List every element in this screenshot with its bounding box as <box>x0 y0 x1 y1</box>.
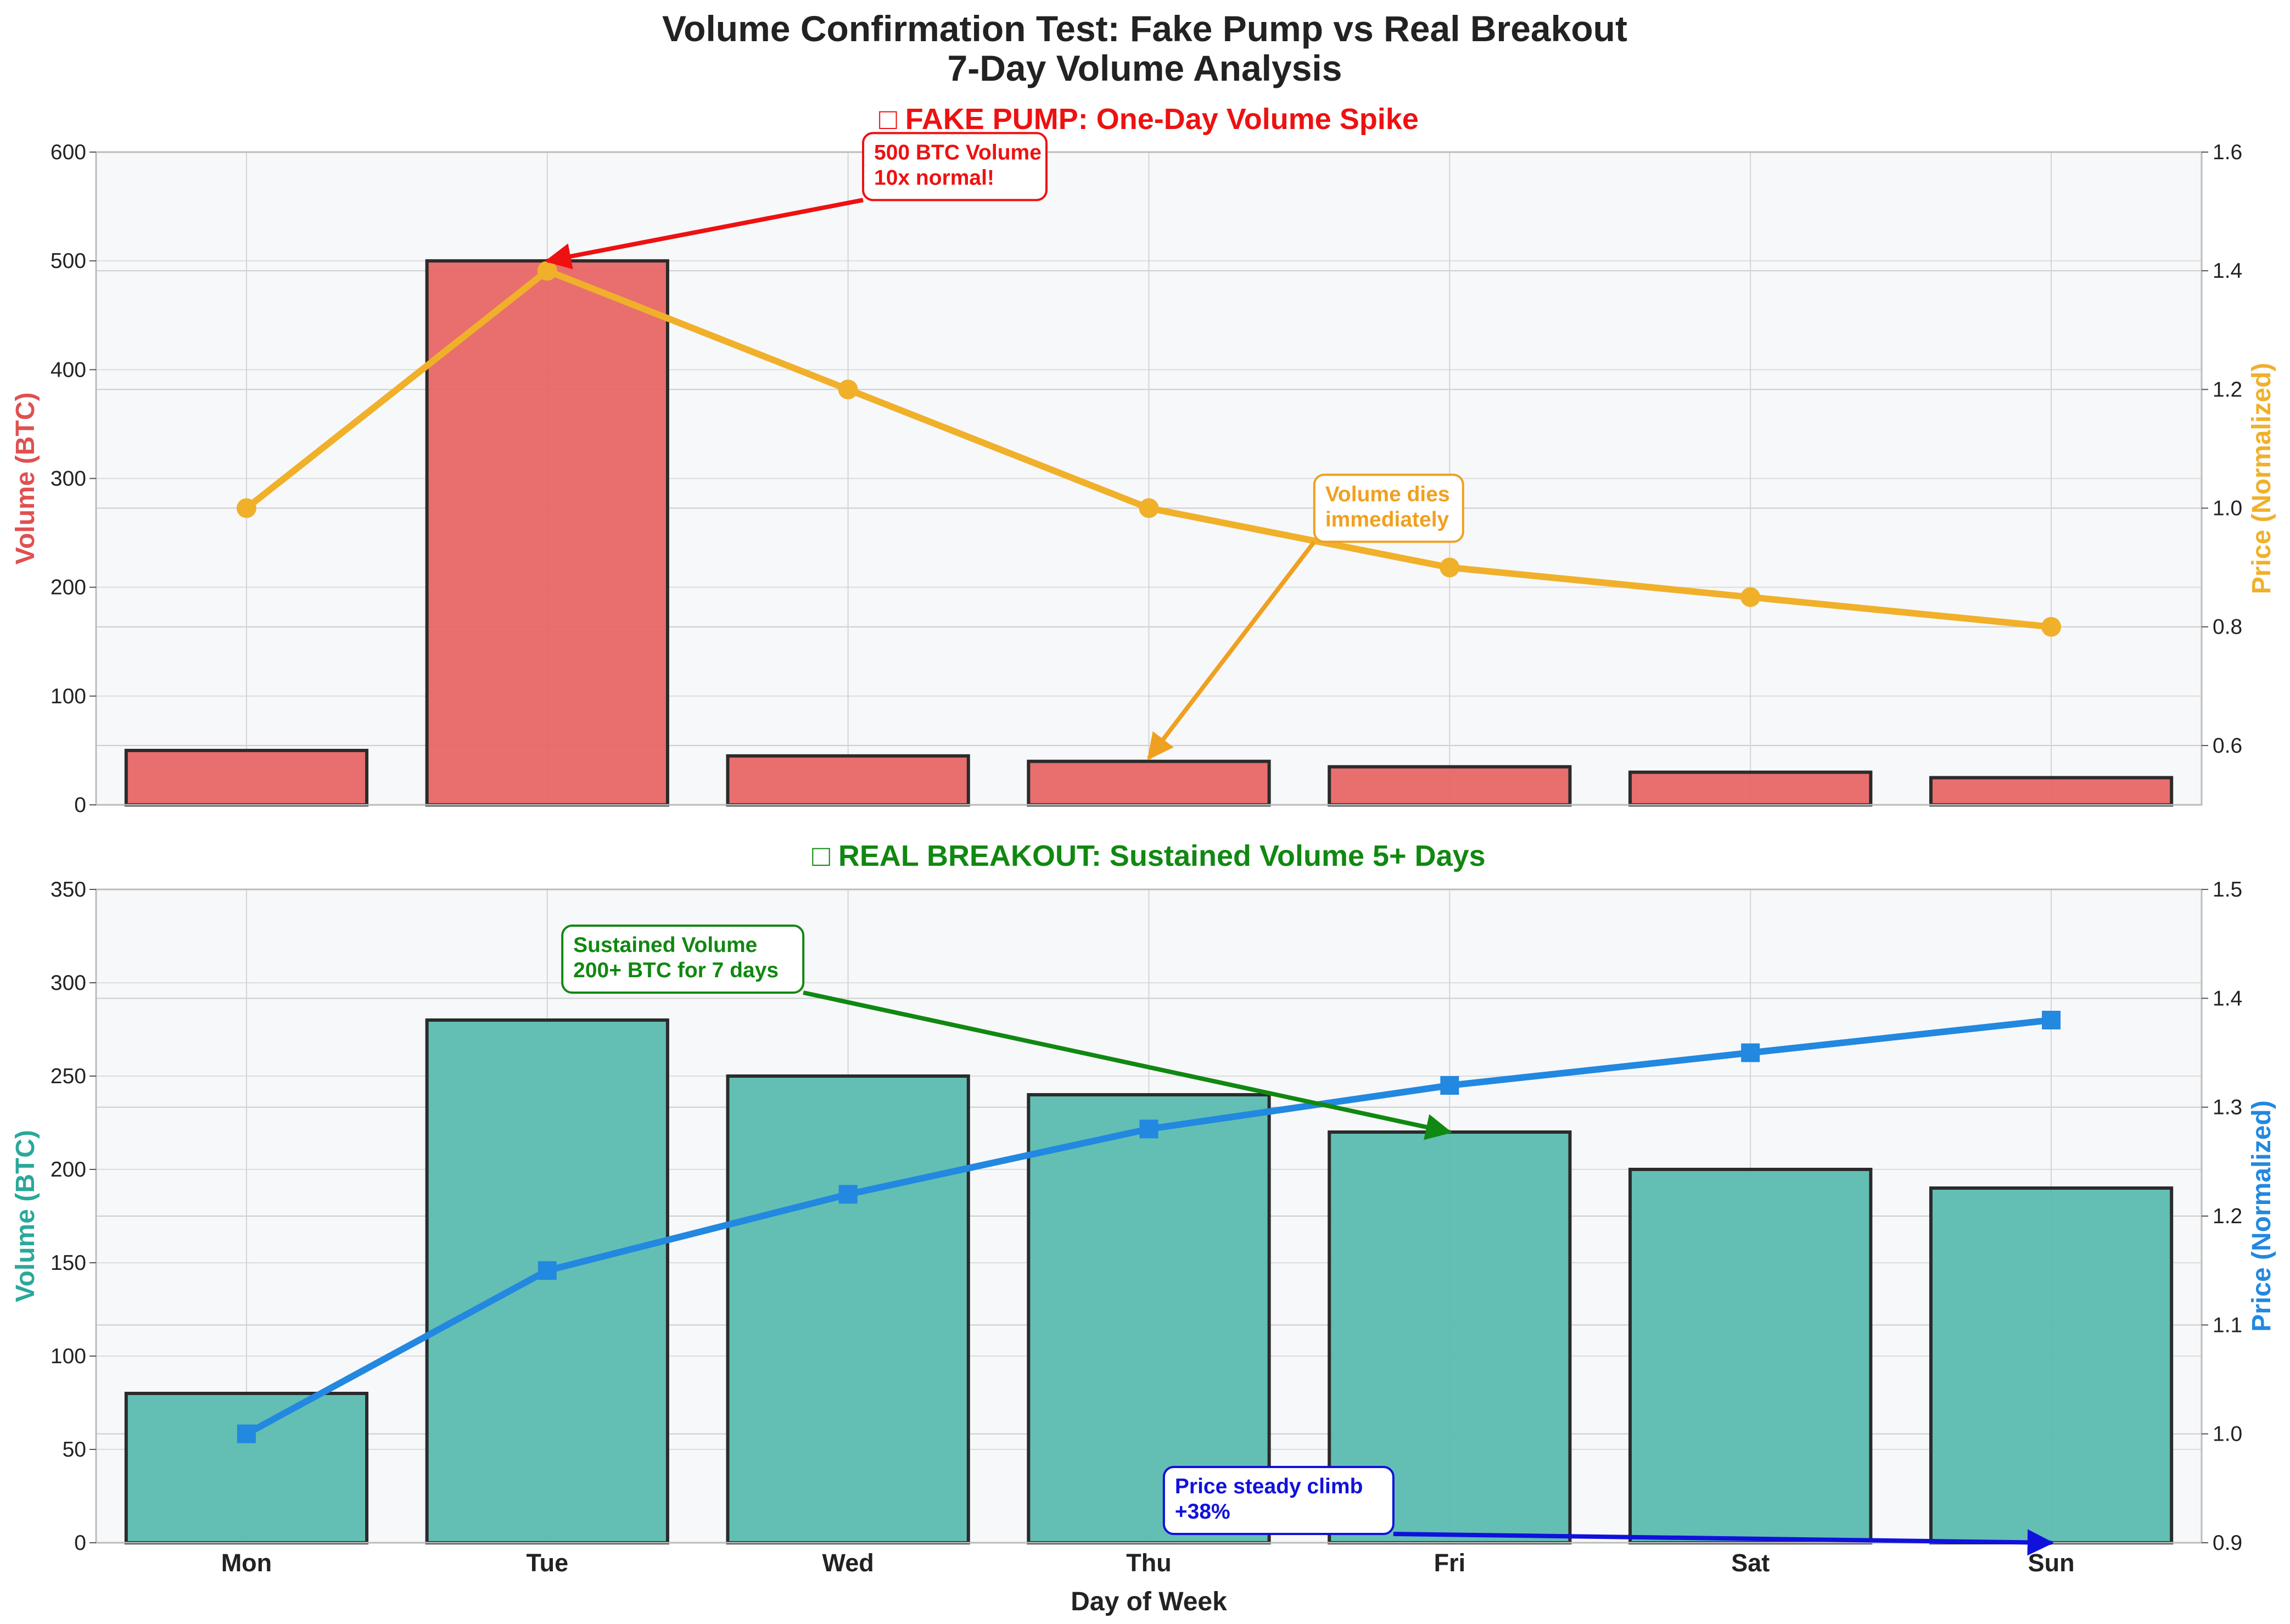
bar <box>1628 770 1873 807</box>
y2-tick-label: 0.8 <box>2213 615 2242 639</box>
x-axis-label: Day of Week <box>1071 1587 1227 1616</box>
price-point <box>1741 1043 1760 1062</box>
bar <box>425 1018 669 1544</box>
chart-panels: □ FAKE PUMP: One-Day Volume Spike 0 100 200… <box>11 103 2276 1616</box>
y-tick-label: 0 <box>74 793 86 817</box>
annotation-box <box>561 925 805 994</box>
annotation-text: Sustained Volume <box>573 933 757 957</box>
y-tick-label: 600 <box>51 141 86 164</box>
bar <box>1328 765 1572 807</box>
price-point <box>2041 617 2062 637</box>
price-point <box>1139 1119 1158 1139</box>
y-axis-label: Volume (BTC) <box>11 1130 40 1302</box>
annotation-text: 200+ BTC for 7 days <box>573 959 779 982</box>
bar <box>1027 1093 1271 1544</box>
bar <box>425 259 669 807</box>
annotation-arrow <box>545 198 864 270</box>
bar <box>1929 1186 2174 1544</box>
y2-tick-label: 1.6 <box>2213 141 2242 164</box>
y2-tick-label: 0.6 <box>2213 734 2242 758</box>
price-point <box>838 379 858 400</box>
y2-axis-label: Price (Normalized) <box>2247 363 2276 594</box>
x-tick-label: Sat <box>1731 1549 1770 1577</box>
y-tick-label: 400 <box>51 358 86 382</box>
price-point <box>1440 557 1460 578</box>
y2-tick-label: 1.5 <box>2213 878 2242 901</box>
y-tick-label: 100 <box>51 1345 86 1368</box>
price-point <box>1740 587 1761 607</box>
x-tick-label: Fri <box>1434 1549 1466 1577</box>
figure-title-line2: 7-Day Volume Analysis <box>948 48 1342 88</box>
bar <box>726 1074 970 1544</box>
price-point <box>838 1185 858 1204</box>
price-point <box>237 1424 256 1443</box>
annotation-text: 500 BTC Volume <box>874 141 1042 164</box>
chart-panel-1: □ FAKE PUMP: One-Day Volume Spike 0 100 200… <box>11 103 2276 817</box>
price-point <box>537 261 557 281</box>
y-tick-label: 150 <box>51 1251 86 1275</box>
annotation-text: immediately <box>1325 508 1449 531</box>
price-point <box>1139 498 1159 518</box>
y2-tick-label: 1.0 <box>2213 1423 2242 1446</box>
y-tick-label: 50 <box>63 1438 86 1461</box>
y2-tick-label: 1.1 <box>2213 1313 2242 1337</box>
x-tick-label: Thu <box>1126 1549 1171 1577</box>
y2-tick-label: 0.9 <box>2213 1531 2242 1555</box>
x-tick-label: Tue <box>526 1549 568 1577</box>
price-point <box>2042 1011 2061 1029</box>
annotation-arrow <box>1147 540 1316 760</box>
price-point <box>1440 1076 1459 1095</box>
y-tick-label: 0 <box>74 1531 86 1555</box>
y2-tick-label: 1.0 <box>2213 497 2242 520</box>
y2-tick-label: 1.2 <box>2213 378 2242 401</box>
y-tick-label: 300 <box>51 971 86 995</box>
chart-panel-2: □ REAL BREAKOUT: Sustained Volume 5+ Day… <box>11 839 2276 1616</box>
y2-tick-label: 1.2 <box>2213 1205 2242 1228</box>
bar <box>1628 1168 1873 1544</box>
y-tick-label: 200 <box>51 1158 86 1181</box>
figure-title-line1: Volume Confirmation Test: Fake Pump vs R… <box>662 8 1627 49</box>
y2-tick-label: 1.3 <box>2213 1096 2242 1119</box>
y-tick-label: 250 <box>51 1065 86 1088</box>
y-axis-label: Volume (BTC) <box>11 393 40 565</box>
panel-title: □ REAL BREAKOUT: Sustained Volume 5+ Day… <box>812 839 1485 872</box>
annotation-arrow <box>803 990 1453 1140</box>
annotation-text: Volume dies <box>1325 483 1450 506</box>
bar <box>1929 776 2174 807</box>
bar <box>726 754 970 807</box>
y-tick-label: 200 <box>51 576 86 600</box>
x-tick-label: Wed <box>822 1549 874 1577</box>
y-tick-label: 100 <box>51 685 86 708</box>
y2-tick-label: 1.4 <box>2213 987 2242 1010</box>
y2-axis-label: Price (Normalized) <box>2247 1100 2276 1331</box>
y-tick-label: 500 <box>51 249 86 273</box>
annotation-text: Price steady climb <box>1175 1475 1363 1498</box>
y-tick-label: 350 <box>51 878 86 901</box>
bar <box>124 1392 369 1544</box>
bar <box>124 748 369 807</box>
price-point <box>236 498 256 518</box>
annotation-text: 10x normal! <box>874 166 994 189</box>
panel-title: □ FAKE PUMP: One-Day Volume Spike <box>879 103 1419 136</box>
annotation-box <box>1162 1466 1395 1535</box>
x-tick-label: Mon <box>221 1549 272 1577</box>
y-tick-label: 300 <box>51 467 86 491</box>
annotation-box <box>1313 473 1464 543</box>
x-tick-label: Sun <box>2028 1549 2075 1577</box>
annotation-text: +38% <box>1175 1500 1230 1524</box>
annotation-arrow <box>1393 1529 2054 1556</box>
y2-tick-label: 1.4 <box>2213 259 2242 283</box>
bar <box>1027 759 1271 807</box>
annotation-box <box>862 132 1048 201</box>
price-point <box>537 1261 557 1280</box>
